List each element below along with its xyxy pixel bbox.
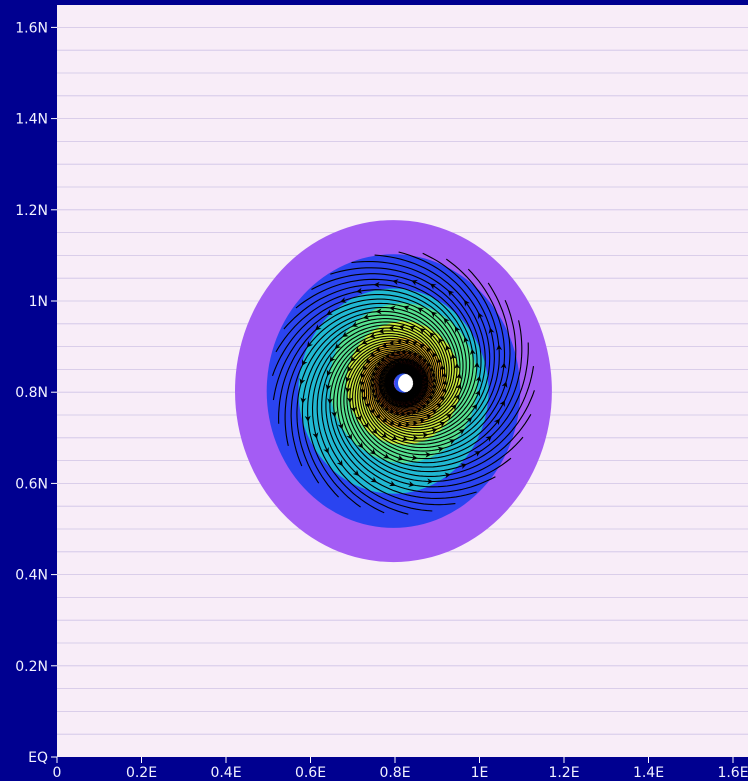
y-tick-label: 0.2N: [15, 659, 48, 675]
y-tick-label: 1.2N: [15, 203, 48, 219]
y-tick-label: 0.6N: [15, 476, 48, 492]
streamline: [271, 293, 461, 420]
x-tick-label: 0.2E: [126, 765, 157, 781]
x-tick-label: 0.4E: [210, 765, 241, 781]
y-tick-label: 1.6N: [15, 20, 48, 36]
y-tick-label: 1N: [29, 294, 48, 310]
y-tick-label: EQ: [28, 750, 48, 766]
x-tick-label: 1.6E: [717, 765, 748, 781]
streamline: [275, 289, 464, 422]
x-tick-label: 1.2E: [548, 765, 579, 781]
x-tick-label: 1E: [471, 765, 489, 781]
x-tick-label: 1.4E: [633, 765, 664, 781]
x-tick-label: 0.8E: [379, 765, 410, 781]
x-tick-label: 0.6E: [295, 765, 326, 781]
y-tick-label: 0.8N: [15, 385, 48, 401]
y-tick-label: 0.4N: [15, 568, 48, 584]
x-tick-label: 0: [53, 765, 62, 781]
y-tick-label: 1.4N: [15, 112, 48, 128]
